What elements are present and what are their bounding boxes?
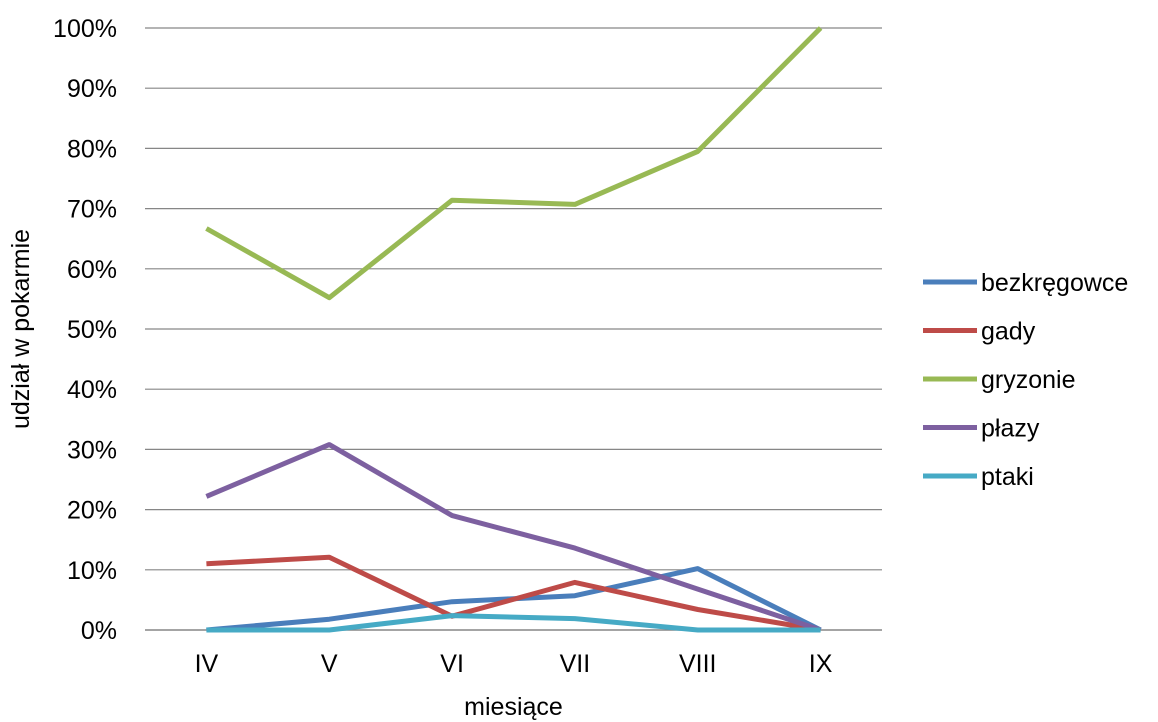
legend-label: gryzonie [981,366,1076,394]
x-tick-label: IV [195,650,219,678]
y-axis-ticks: 0% 10% 20% 30% 40% 50% 60% 70% 80% 90% 100% [53,15,117,645]
y-tick-label: 30% [67,436,117,464]
x-tick-label: IX [809,650,833,678]
gridlines [145,27,882,571]
x-axis-ticks: IV V VI VII VIII IX [195,650,833,678]
legend: bezkręgowce gady gryzonie płazy ptaki [923,269,1128,491]
series-line-3 [205,442,822,633]
y-axis-title: udział w pokarmie [7,229,35,429]
series-lines [205,26,823,633]
x-tick-label: VIII [679,650,717,678]
y-tick-label: 40% [67,376,117,404]
series-line-4 [206,613,821,633]
legend-label: płazy [981,415,1040,443]
x-tick-label: VII [560,650,591,678]
y-tick-label: 0% [81,617,117,645]
x-axis-title: miesiące [464,693,563,721]
series-line-1 [206,554,822,633]
x-tick-label: V [321,650,338,678]
x-tick-label: VI [440,650,464,678]
y-tick-label: 90% [67,75,117,103]
y-tick-label: 20% [67,497,117,525]
y-tick-label: 80% [67,135,117,163]
legend-label: bezkręgowce [981,269,1128,297]
y-tick-label: 70% [67,196,117,224]
legend-label: gady [981,318,1036,346]
y-tick-label: 10% [67,557,117,585]
y-tick-label: 100% [53,15,117,43]
legend-label: ptaki [981,463,1034,491]
y-tick-label: 60% [67,256,117,284]
series-line-2 [205,26,823,301]
y-tick-label: 50% [67,316,117,344]
